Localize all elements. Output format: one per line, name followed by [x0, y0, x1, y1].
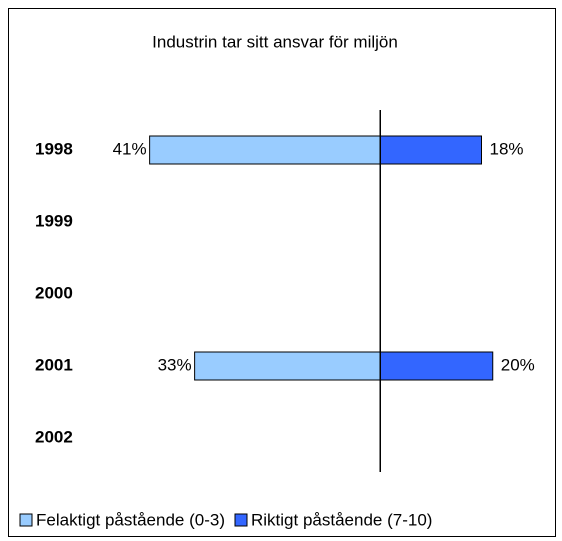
category-label: 1999 [35, 211, 73, 230]
value-label: 33% [158, 355, 192, 374]
bar [149, 135, 381, 165]
legend-swatch [234, 513, 248, 527]
legend-label: Felaktigt påstående (0-3) [36, 510, 225, 529]
legend-swatch [19, 513, 33, 527]
category-label: 2000 [35, 283, 73, 302]
legend-label: Riktigt påstående (7-10) [251, 510, 432, 529]
bar [379, 135, 482, 165]
value-label: 20% [501, 355, 535, 374]
category-label: 2002 [35, 427, 73, 446]
category-label: 2001 [35, 355, 73, 374]
chart-title: Industrin tar sitt ansvar för miljön [152, 32, 398, 51]
bar [379, 351, 494, 381]
chart-frame [8, 8, 556, 537]
value-label: 41% [113, 139, 147, 158]
value-label: 18% [490, 139, 524, 158]
category-label: 1998 [35, 139, 73, 158]
bar [194, 351, 381, 381]
